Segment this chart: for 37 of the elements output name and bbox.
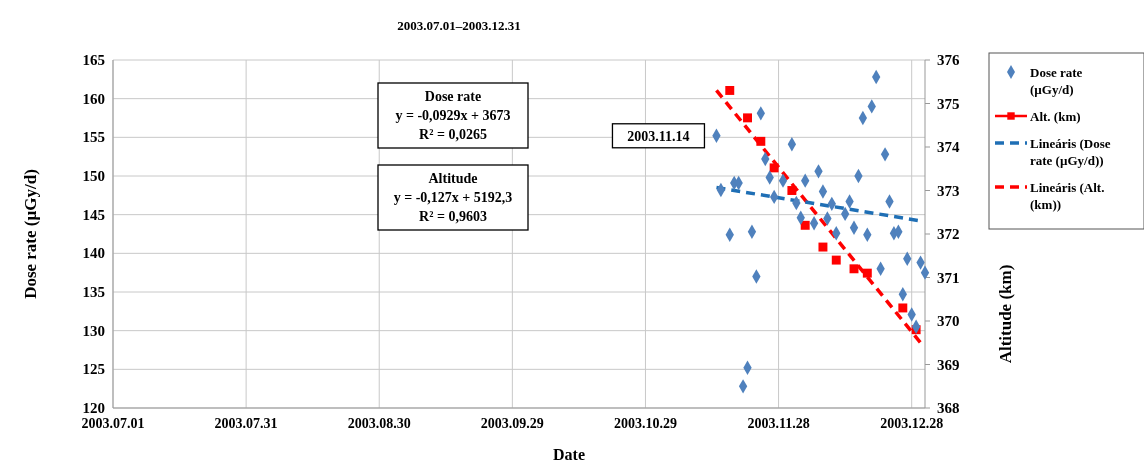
y-tick-label: 140 bbox=[82, 245, 105, 262]
y-tick-label: 160 bbox=[82, 90, 105, 107]
x-tick-label: 2003.08.30 bbox=[347, 416, 411, 431]
legend-label: Alt. (km) bbox=[1030, 109, 1081, 124]
y2-tick-label: 370 bbox=[937, 313, 960, 329]
y2-tick-label: 376 bbox=[937, 52, 960, 68]
y-axis-title: Dose rate (µGy/d) bbox=[21, 169, 40, 299]
legend-label: Lineáris (Alt. (km)) bbox=[1030, 180, 1105, 212]
y-tick-label: 125 bbox=[82, 361, 105, 378]
legend-label: Dose rate (µGy/d) bbox=[1030, 65, 1083, 97]
x-axis-title: Date bbox=[553, 446, 585, 463]
y2-tick-label: 368 bbox=[937, 400, 960, 416]
y-tick-label: 155 bbox=[82, 129, 105, 146]
x-tick-label: 2003.11.28 bbox=[747, 416, 810, 431]
x-tick-label: 2003.12.28 bbox=[880, 416, 944, 431]
y-tick-label: 165 bbox=[82, 52, 105, 68]
x-tick-label: 2003.10.29 bbox=[613, 416, 677, 431]
annotation: 2003.11.14 bbox=[627, 128, 690, 144]
y2-tick-label: 373 bbox=[937, 182, 960, 199]
x-tick-label: 2003.07.31 bbox=[214, 416, 278, 431]
y2-axis-title: Altitude (km) bbox=[996, 264, 1015, 364]
y-tick-label: 130 bbox=[82, 322, 105, 339]
y-tick-label: 145 bbox=[82, 206, 105, 223]
y2-tick-label: 374 bbox=[937, 139, 960, 155]
annotation: Altitude y = -0,127x + 5192,3 R² = 0,9603 bbox=[393, 171, 513, 224]
annotation: Dose rate y = -0,0929x + 3673 R² = 0,0265 bbox=[395, 89, 511, 142]
x-tick-label: 2003.07.01 bbox=[81, 416, 145, 431]
y-tick-label: 150 bbox=[82, 168, 105, 184]
y-tick-label: 135 bbox=[82, 284, 105, 300]
y2-tick-label: 372 bbox=[937, 226, 960, 242]
y2-tick-label: 375 bbox=[937, 95, 960, 112]
x-tick-label: 2003.09.29 bbox=[480, 416, 544, 431]
y2-tick-label: 371 bbox=[937, 269, 960, 286]
chart-title: 2003.07.01–2003.12.31 bbox=[397, 18, 521, 33]
y2-tick-label: 369 bbox=[937, 356, 960, 373]
legend-label: Lineáris (Dose rate (µGy/d)) bbox=[1030, 136, 1111, 168]
y-tick-label: 120 bbox=[82, 400, 105, 416]
